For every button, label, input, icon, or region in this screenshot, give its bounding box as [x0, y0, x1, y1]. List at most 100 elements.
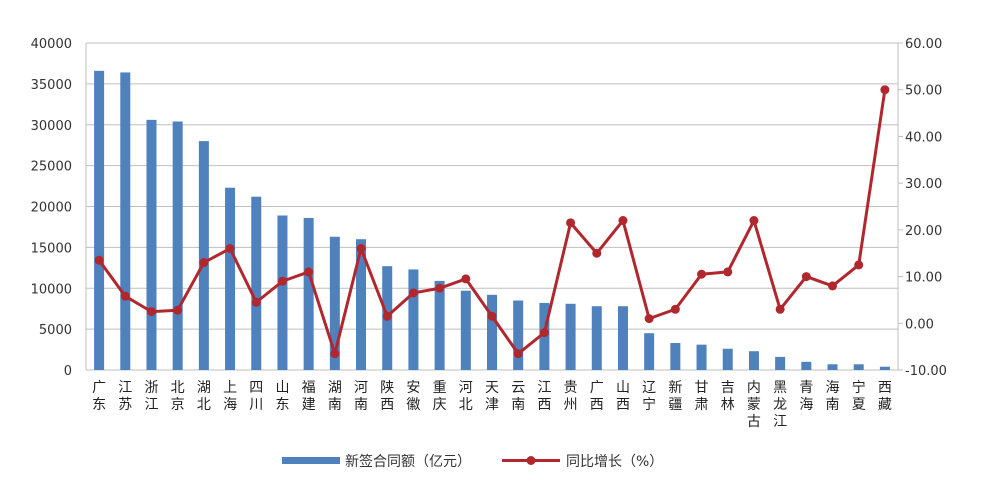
category-label: 河南 — [354, 380, 368, 413]
legend-bar-swatch — [282, 457, 340, 464]
left-axis-ticks: 0 5000 10000 15000 20000 25000 30000 35000 40000 — [31, 37, 72, 379]
category-label: 湖北 — [197, 380, 211, 413]
category-label: 福建 — [302, 380, 316, 413]
bar-吉林 — [722, 348, 733, 370]
category-label: 辽宁 — [642, 380, 656, 413]
category-label: 甘肃 — [695, 380, 709, 413]
bar-福建 — [303, 217, 314, 370]
gridlines — [85, 42, 899, 371]
growth-point-上海 — [225, 244, 235, 254]
category-label: 黑龙江 — [773, 380, 787, 430]
growth-point-湖北 — [199, 258, 209, 268]
growth-point-江苏 — [120, 291, 130, 301]
left-tick-label: 5000 — [39, 323, 72, 338]
category-label: 上海 — [223, 380, 237, 413]
right-tick-label: 10.00 — [905, 271, 942, 286]
growth-point-福建 — [304, 267, 314, 277]
growth-point-安徽 — [408, 288, 418, 298]
bar-广西 — [591, 306, 602, 370]
category-label: 四川 — [249, 380, 263, 413]
category-label: 重庆 — [433, 380, 447, 413]
legend-bar-label: 新签合同额（亿元） — [345, 453, 471, 470]
left-tick-label: 20000 — [31, 201, 72, 216]
growth-point-内蒙古 — [749, 216, 759, 226]
right-tick-label: 60.00 — [905, 37, 942, 52]
legend: 新签合同额（亿元） 同比增长（%） — [282, 453, 663, 470]
category-label: 陕西 — [380, 380, 394, 413]
bar-重庆 — [434, 280, 445, 370]
growth-point-浙江 — [146, 307, 156, 317]
growth-point-青海 — [801, 272, 811, 282]
right-axis-ticks: -10.00 0.00 10.00 20.00 30.00 40.00 50.00 60.00 — [898, 37, 947, 379]
growth-point-新疆 — [670, 304, 680, 314]
growth-point-广东 — [94, 255, 104, 265]
bar-广东 — [94, 70, 105, 371]
category-label: 江西 — [537, 380, 551, 413]
category-labels: 广东江苏浙江北京湖北上海四川山东福建湖南河南陕西安徽重庆河北天津云南江西贵州广西… — [92, 379, 892, 430]
growth-point-宁夏 — [854, 260, 864, 270]
bar-河北 — [460, 290, 471, 370]
growth-point-天津 — [487, 311, 497, 321]
right-tick-label: -10.00 — [905, 364, 947, 379]
bar-上海 — [225, 187, 236, 370]
bar-新疆 — [670, 343, 681, 370]
bar-series — [94, 70, 890, 371]
growth-point-河南 — [356, 244, 366, 254]
bar-江苏 — [120, 72, 131, 371]
growth-point-吉林 — [723, 267, 733, 277]
bar-湖南 — [329, 236, 340, 370]
growth-point-甘肃 — [697, 269, 707, 279]
growth-point-云南 — [513, 349, 523, 359]
bar-西藏 — [879, 366, 890, 370]
growth-point-重庆 — [435, 283, 445, 293]
growth-point-黑龙江 — [775, 304, 785, 314]
category-label: 广东 — [92, 380, 106, 413]
bar-四川 — [251, 196, 262, 370]
category-label: 内蒙古 — [747, 380, 761, 430]
bar-宁夏 — [853, 364, 864, 370]
growth-point-广西 — [592, 248, 602, 258]
category-label: 天津 — [485, 380, 499, 413]
category-label: 西藏 — [878, 380, 892, 413]
right-tick-label: 20.00 — [905, 224, 942, 239]
left-tick-label: 10000 — [31, 282, 72, 297]
category-label: 浙江 — [144, 380, 158, 413]
bar-黑龙江 — [775, 356, 786, 370]
legend-line-marker — [526, 456, 536, 465]
category-label: 山东 — [275, 380, 289, 413]
bar-甘肃 — [696, 344, 707, 370]
growth-point-山西 — [618, 216, 628, 226]
growth-point-四川 — [251, 297, 261, 307]
bar-湖北 — [198, 141, 209, 370]
category-label: 广西 — [590, 380, 604, 413]
right-tick-label: 30.00 — [905, 177, 942, 192]
bar-浙江 — [146, 119, 157, 370]
left-tick-label: 40000 — [31, 37, 72, 52]
line-series — [94, 85, 890, 359]
growth-point-陕西 — [382, 311, 392, 321]
bar-云南 — [513, 300, 524, 370]
right-tick-label: 50.00 — [905, 84, 942, 99]
bar-青海 — [801, 361, 812, 370]
category-label: 青海 — [799, 380, 813, 413]
category-label: 海南 — [826, 380, 840, 413]
category-label: 江苏 — [118, 380, 132, 413]
bar-内蒙古 — [748, 351, 759, 370]
growth-point-湖南 — [330, 349, 340, 359]
bar-北京 — [172, 121, 183, 370]
growth-point-贵州 — [566, 218, 576, 228]
bar-山东 — [277, 215, 288, 370]
growth-point-西藏 — [880, 85, 890, 95]
right-tick-label: 0.00 — [905, 317, 934, 332]
left-tick-label: 0 — [64, 364, 72, 379]
legend-line-label: 同比增长（%） — [566, 454, 663, 470]
bar-山西 — [617, 306, 628, 370]
category-label: 宁夏 — [852, 379, 866, 413]
bar-河南 — [356, 239, 367, 370]
bar-辽宁 — [644, 333, 655, 370]
category-label: 安徽 — [406, 380, 420, 413]
category-label: 贵州 — [564, 380, 578, 413]
category-label: 湖南 — [328, 380, 342, 413]
growth-point-江西 — [539, 328, 549, 338]
